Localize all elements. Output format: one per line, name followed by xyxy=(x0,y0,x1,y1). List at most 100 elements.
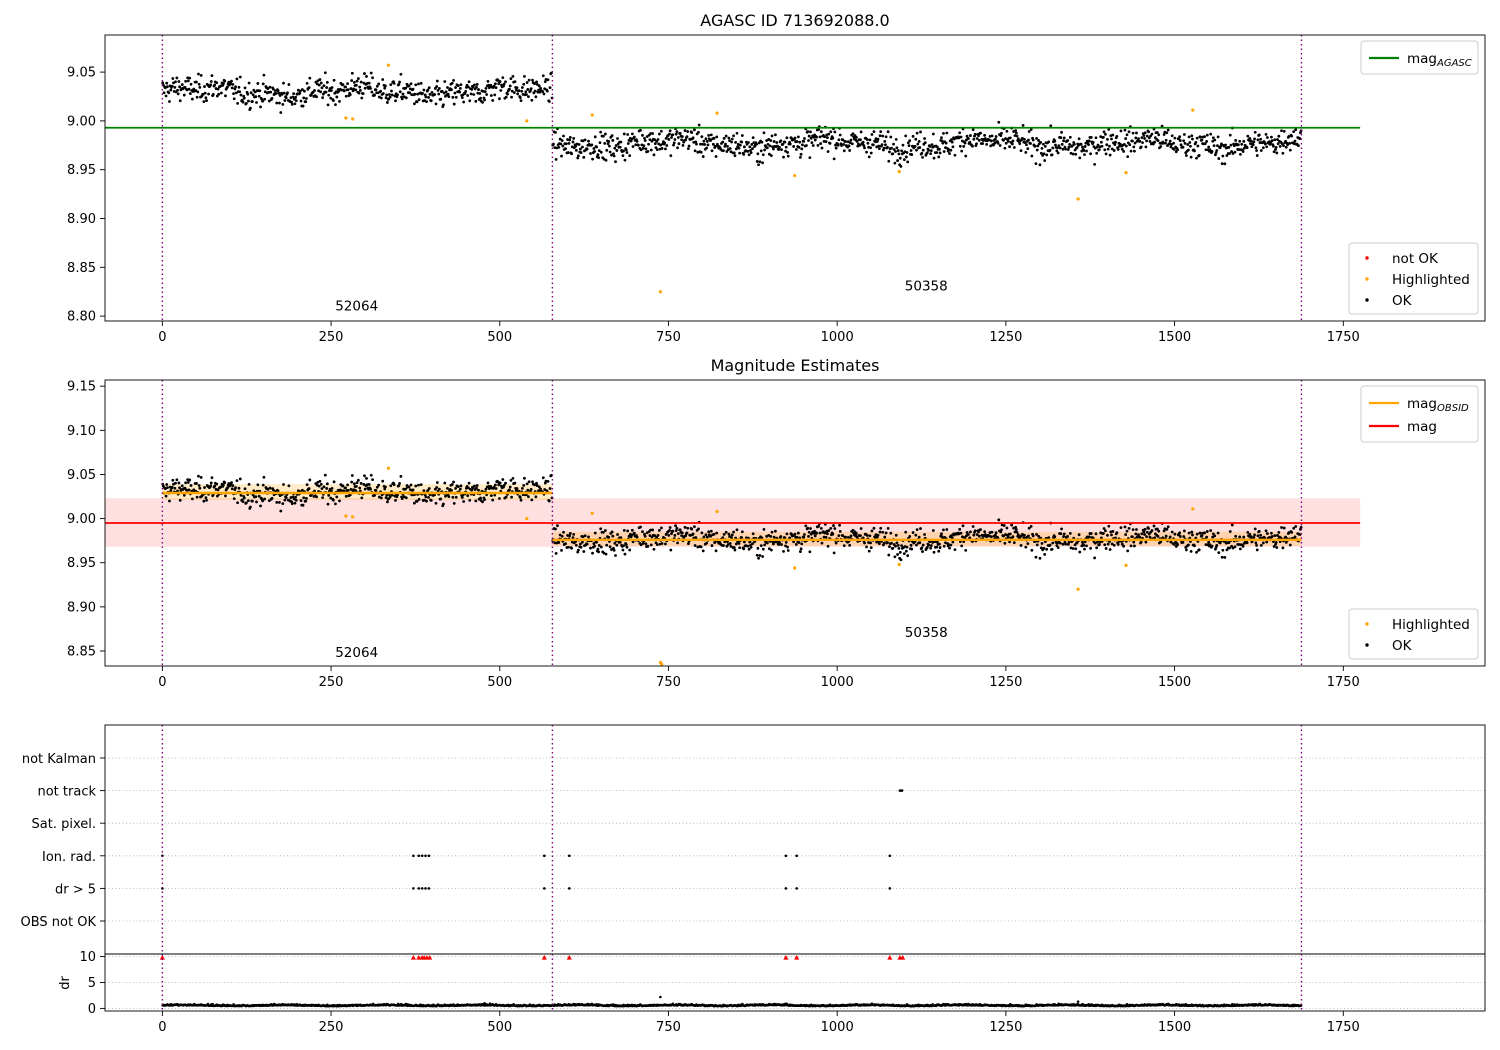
ok-point xyxy=(898,156,902,160)
ok-point xyxy=(1027,138,1030,142)
ok-point xyxy=(767,152,771,156)
ok-point xyxy=(519,498,523,502)
ok-point xyxy=(1104,152,1108,156)
ok-point xyxy=(425,499,428,503)
ok-point xyxy=(763,543,767,547)
x-tick-label: 500 xyxy=(487,330,512,345)
ok-point xyxy=(639,148,643,152)
ok-point xyxy=(531,480,534,484)
ok-point xyxy=(1240,142,1244,146)
ok-point xyxy=(621,154,625,158)
flag-point xyxy=(412,887,415,890)
ok-point xyxy=(529,89,532,93)
ok-point xyxy=(518,96,522,99)
ok-point xyxy=(707,530,711,534)
panel-title: Magnitude Estimates xyxy=(711,356,880,375)
ok-point xyxy=(1276,138,1279,141)
ok-point xyxy=(467,481,471,485)
ok-point xyxy=(570,152,574,156)
ok-point xyxy=(213,83,217,87)
ok-point xyxy=(645,135,649,138)
ok-point xyxy=(262,475,266,479)
ok-point xyxy=(442,103,445,107)
ok-point xyxy=(657,132,661,136)
ok-point xyxy=(493,82,497,86)
ok-point xyxy=(1096,143,1100,147)
ok-point xyxy=(350,474,354,477)
ok-point xyxy=(529,87,533,91)
ok-point xyxy=(1004,141,1008,145)
ok-point xyxy=(628,154,632,158)
ok-point xyxy=(1224,143,1227,147)
ok-point xyxy=(750,142,754,146)
ok-point xyxy=(625,151,629,154)
ok-point xyxy=(1211,535,1215,539)
ok-point xyxy=(533,483,536,487)
ok-point xyxy=(1170,134,1174,138)
y-tick-label: 9.00 xyxy=(67,114,96,129)
ok-point xyxy=(881,530,885,534)
ok-point xyxy=(1133,141,1137,145)
ok-point xyxy=(867,549,871,553)
ok-point xyxy=(1077,533,1081,537)
ok-point xyxy=(359,80,363,84)
ok-point xyxy=(1014,129,1018,132)
ok-point xyxy=(917,535,921,539)
ok-point xyxy=(315,495,318,499)
ok-point xyxy=(1286,143,1290,147)
ok-point xyxy=(967,137,970,140)
ok-point xyxy=(404,96,408,100)
ok-point xyxy=(807,534,810,538)
x-tick-label: 500 xyxy=(487,675,512,690)
ok-point xyxy=(424,495,428,499)
ok-point xyxy=(1197,548,1201,552)
ok-point xyxy=(207,92,210,96)
ok-point xyxy=(494,86,498,90)
ok-point xyxy=(1043,553,1047,556)
ok-point xyxy=(386,101,389,104)
ok-point xyxy=(841,138,845,142)
ok-point xyxy=(374,489,378,492)
ok-point xyxy=(749,151,753,155)
ok-point xyxy=(572,136,576,140)
ok-point xyxy=(699,545,703,549)
ok-point xyxy=(1006,139,1010,143)
ok-point xyxy=(849,138,853,142)
ok-point xyxy=(722,544,725,547)
ok-point xyxy=(1189,155,1193,159)
ok-point xyxy=(1042,546,1046,550)
ok-point xyxy=(977,134,980,137)
ok-point xyxy=(626,529,630,533)
ok-point xyxy=(1254,541,1258,545)
ok-point xyxy=(320,487,324,491)
ok-point xyxy=(268,85,272,89)
ok-point xyxy=(649,528,652,532)
ok-point xyxy=(1074,152,1078,156)
ok-point xyxy=(772,542,775,546)
ok-point xyxy=(855,535,859,539)
ok-point xyxy=(251,493,255,497)
ok-point xyxy=(801,143,804,147)
ok-point xyxy=(603,142,607,145)
ok-point xyxy=(1187,135,1191,139)
ok-point xyxy=(923,141,927,145)
highlighted-point xyxy=(525,516,529,521)
ok-point xyxy=(1111,529,1115,533)
ok-point xyxy=(1292,130,1296,134)
ok-point xyxy=(489,94,493,97)
ok-point xyxy=(516,92,520,96)
ok-point xyxy=(477,488,480,492)
ok-point xyxy=(963,141,967,145)
ok-point xyxy=(1119,526,1123,530)
ok-point xyxy=(515,487,519,490)
ok-point xyxy=(1200,534,1204,538)
ok-point xyxy=(1077,137,1081,141)
ok-point xyxy=(614,160,617,164)
ok-point xyxy=(872,130,876,134)
ok-point xyxy=(256,483,260,487)
ok-point xyxy=(390,89,393,93)
ok-point xyxy=(772,147,775,151)
ok-point xyxy=(610,134,614,138)
ok-point xyxy=(454,495,458,499)
